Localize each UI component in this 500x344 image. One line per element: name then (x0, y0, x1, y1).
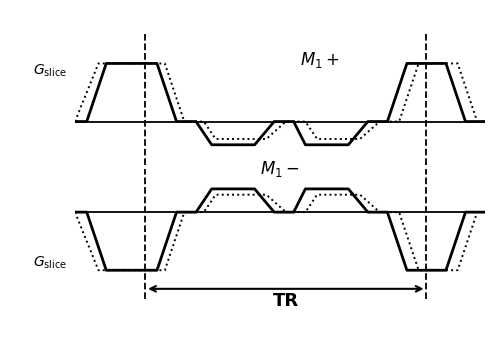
Text: $G_\mathrm{slice}$: $G_\mathrm{slice}$ (33, 63, 67, 79)
Text: TR: TR (273, 292, 299, 310)
Text: $M_1+$: $M_1+$ (300, 50, 340, 70)
Text: $G_\mathrm{slice}$: $G_\mathrm{slice}$ (33, 255, 67, 271)
Text: $M_1-$: $M_1-$ (260, 159, 300, 179)
